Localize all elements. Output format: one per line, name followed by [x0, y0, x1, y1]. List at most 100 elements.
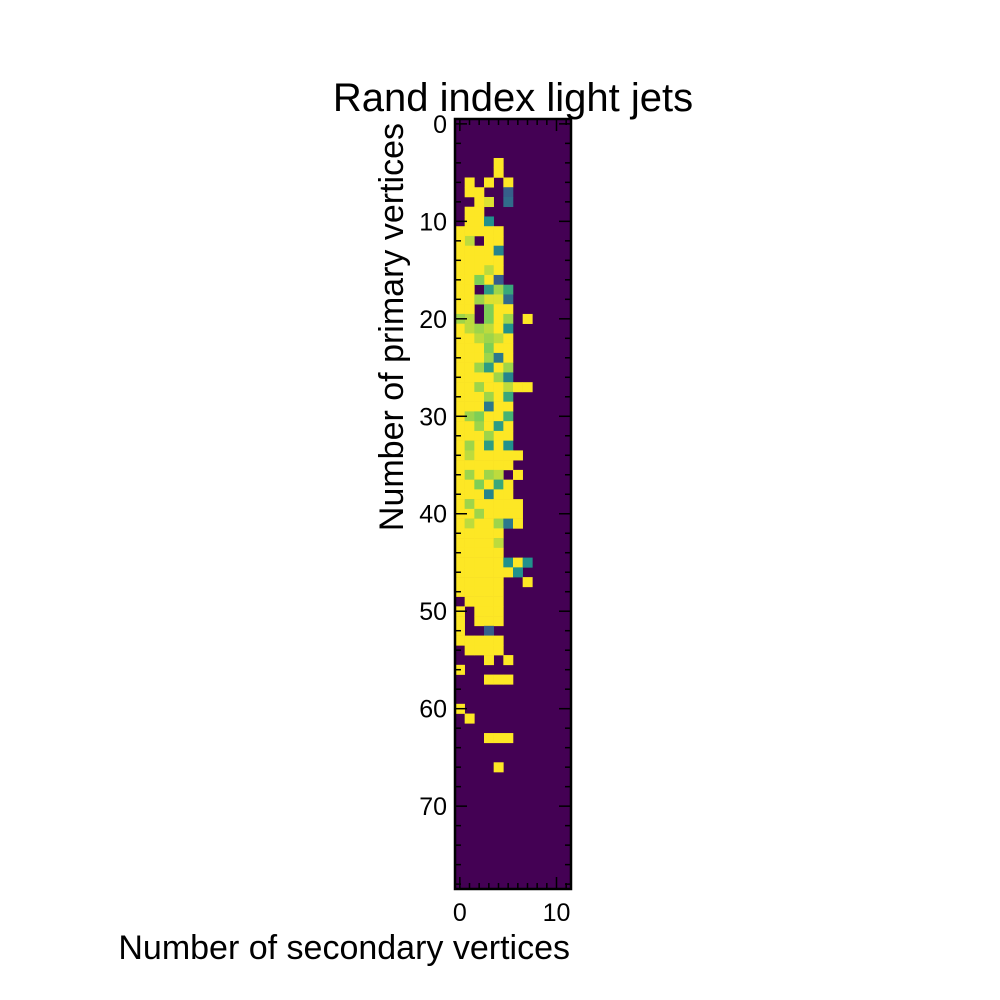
heatmap-cell [484, 655, 494, 666]
heatmap-cell [474, 343, 485, 354]
heatmap-cell [503, 479, 514, 490]
heatmap-cell [493, 762, 504, 773]
heatmap-cell [455, 616, 465, 627]
heatmap-cell [493, 469, 504, 480]
heatmap-cell [474, 352, 485, 363]
heatmap-cell [522, 557, 533, 568]
heatmap-cell [484, 635, 494, 646]
heatmap-cell [493, 157, 504, 169]
heatmap-cell [493, 450, 504, 461]
heatmap-cell [464, 411, 475, 422]
heatmap-cell [493, 674, 504, 685]
heatmap-cell [503, 313, 514, 324]
heatmap-cell [503, 489, 514, 500]
heatmap-cell [474, 635, 485, 646]
heatmap-cell [493, 567, 504, 578]
heatmap-cell [474, 294, 485, 305]
heatmap-cell [484, 489, 494, 500]
heatmap-cell [464, 713, 475, 724]
heatmap-cell [455, 518, 465, 529]
heatmap-cell [503, 567, 514, 578]
heatmap-cell [464, 489, 475, 500]
heatmap-cell [484, 508, 494, 519]
heatmap-cells [455, 157, 533, 773]
x-axis-label: Number of secondary vertices [118, 929, 570, 967]
heatmap-cell [493, 411, 504, 422]
heatmap-cell [484, 216, 494, 227]
heatmap-cell [474, 469, 485, 480]
heatmap-cell [484, 177, 494, 188]
heatmap-cell [484, 226, 494, 237]
heatmap-cell [474, 206, 485, 217]
heatmap-cell [484, 674, 494, 685]
heatmap-cell [474, 421, 485, 432]
heatmap-cell [493, 645, 504, 656]
heatmap-cell [464, 284, 475, 295]
heatmap-cell [474, 187, 485, 198]
heatmap-cell [464, 499, 475, 510]
heatmap-cell [503, 352, 514, 363]
heatmap-cell [464, 382, 475, 393]
heatmap-cell [513, 382, 523, 393]
heatmap-cell [503, 391, 514, 402]
heatmap-cell [464, 635, 475, 646]
heatmap-cell [493, 596, 504, 607]
heatmap-cell [474, 508, 485, 519]
heatmap-cell [513, 557, 523, 568]
heatmap-cell [474, 528, 485, 539]
x-tick-label: 10 [543, 899, 571, 927]
heatmap-cell [455, 499, 465, 510]
heatmap-cell [455, 460, 465, 471]
heatmap-cell [493, 440, 504, 451]
heatmap-cell [493, 577, 504, 588]
heatmap-cell [484, 274, 494, 285]
heatmap-cell [493, 226, 504, 237]
heatmap-cell [474, 586, 485, 597]
heatmap-cell [503, 323, 514, 334]
heatmap-cell [493, 616, 504, 627]
heatmap-cell [513, 469, 523, 480]
heatmap-cell [455, 440, 465, 451]
heatmap-cell [455, 557, 465, 568]
heatmap-cell [522, 577, 533, 588]
y-tick-label: 50 [419, 598, 447, 626]
heatmap-cell [455, 479, 465, 490]
heatmap-cell [484, 382, 494, 393]
y-tick-label: 70 [419, 793, 447, 821]
heatmap-cell [484, 518, 494, 529]
heatmap-cell [503, 284, 514, 295]
heatmap-cell [484, 255, 494, 266]
heatmap-cell [464, 577, 475, 588]
heatmap-cell [474, 216, 485, 227]
heatmap-cell [464, 274, 475, 285]
heatmap-cell [464, 538, 475, 549]
heatmap-cell [464, 528, 475, 539]
heatmap-cell [503, 304, 514, 315]
heatmap-cell [474, 362, 485, 373]
heatmap-cell [464, 294, 475, 305]
axes-frame [453, 117, 573, 891]
heatmap-cell [455, 265, 465, 276]
heatmap-cell [484, 196, 494, 208]
heatmap-cell [493, 382, 504, 393]
heatmap-cell [464, 645, 475, 656]
heatmap-cell [484, 391, 494, 402]
y-tick-label: 40 [419, 501, 447, 529]
heatmap-cell [464, 177, 475, 188]
heatmap-cell [513, 518, 523, 529]
heatmap-cell [474, 518, 485, 529]
heatmap-cell [474, 333, 485, 344]
heatmap-cell [484, 450, 494, 461]
heatmap-cell [484, 265, 494, 276]
heatmap-cell [464, 323, 475, 334]
heatmap-cell [503, 430, 514, 441]
heatmap-cell [464, 596, 475, 607]
heatmap-cell [464, 586, 475, 597]
x-tick-label: 0 [453, 899, 467, 927]
heatmap-cell [464, 401, 475, 412]
heatmap-cell [503, 508, 514, 519]
heatmap-cell [474, 245, 485, 256]
heatmap-cell [464, 430, 475, 441]
heatmap-cell [484, 625, 494, 636]
